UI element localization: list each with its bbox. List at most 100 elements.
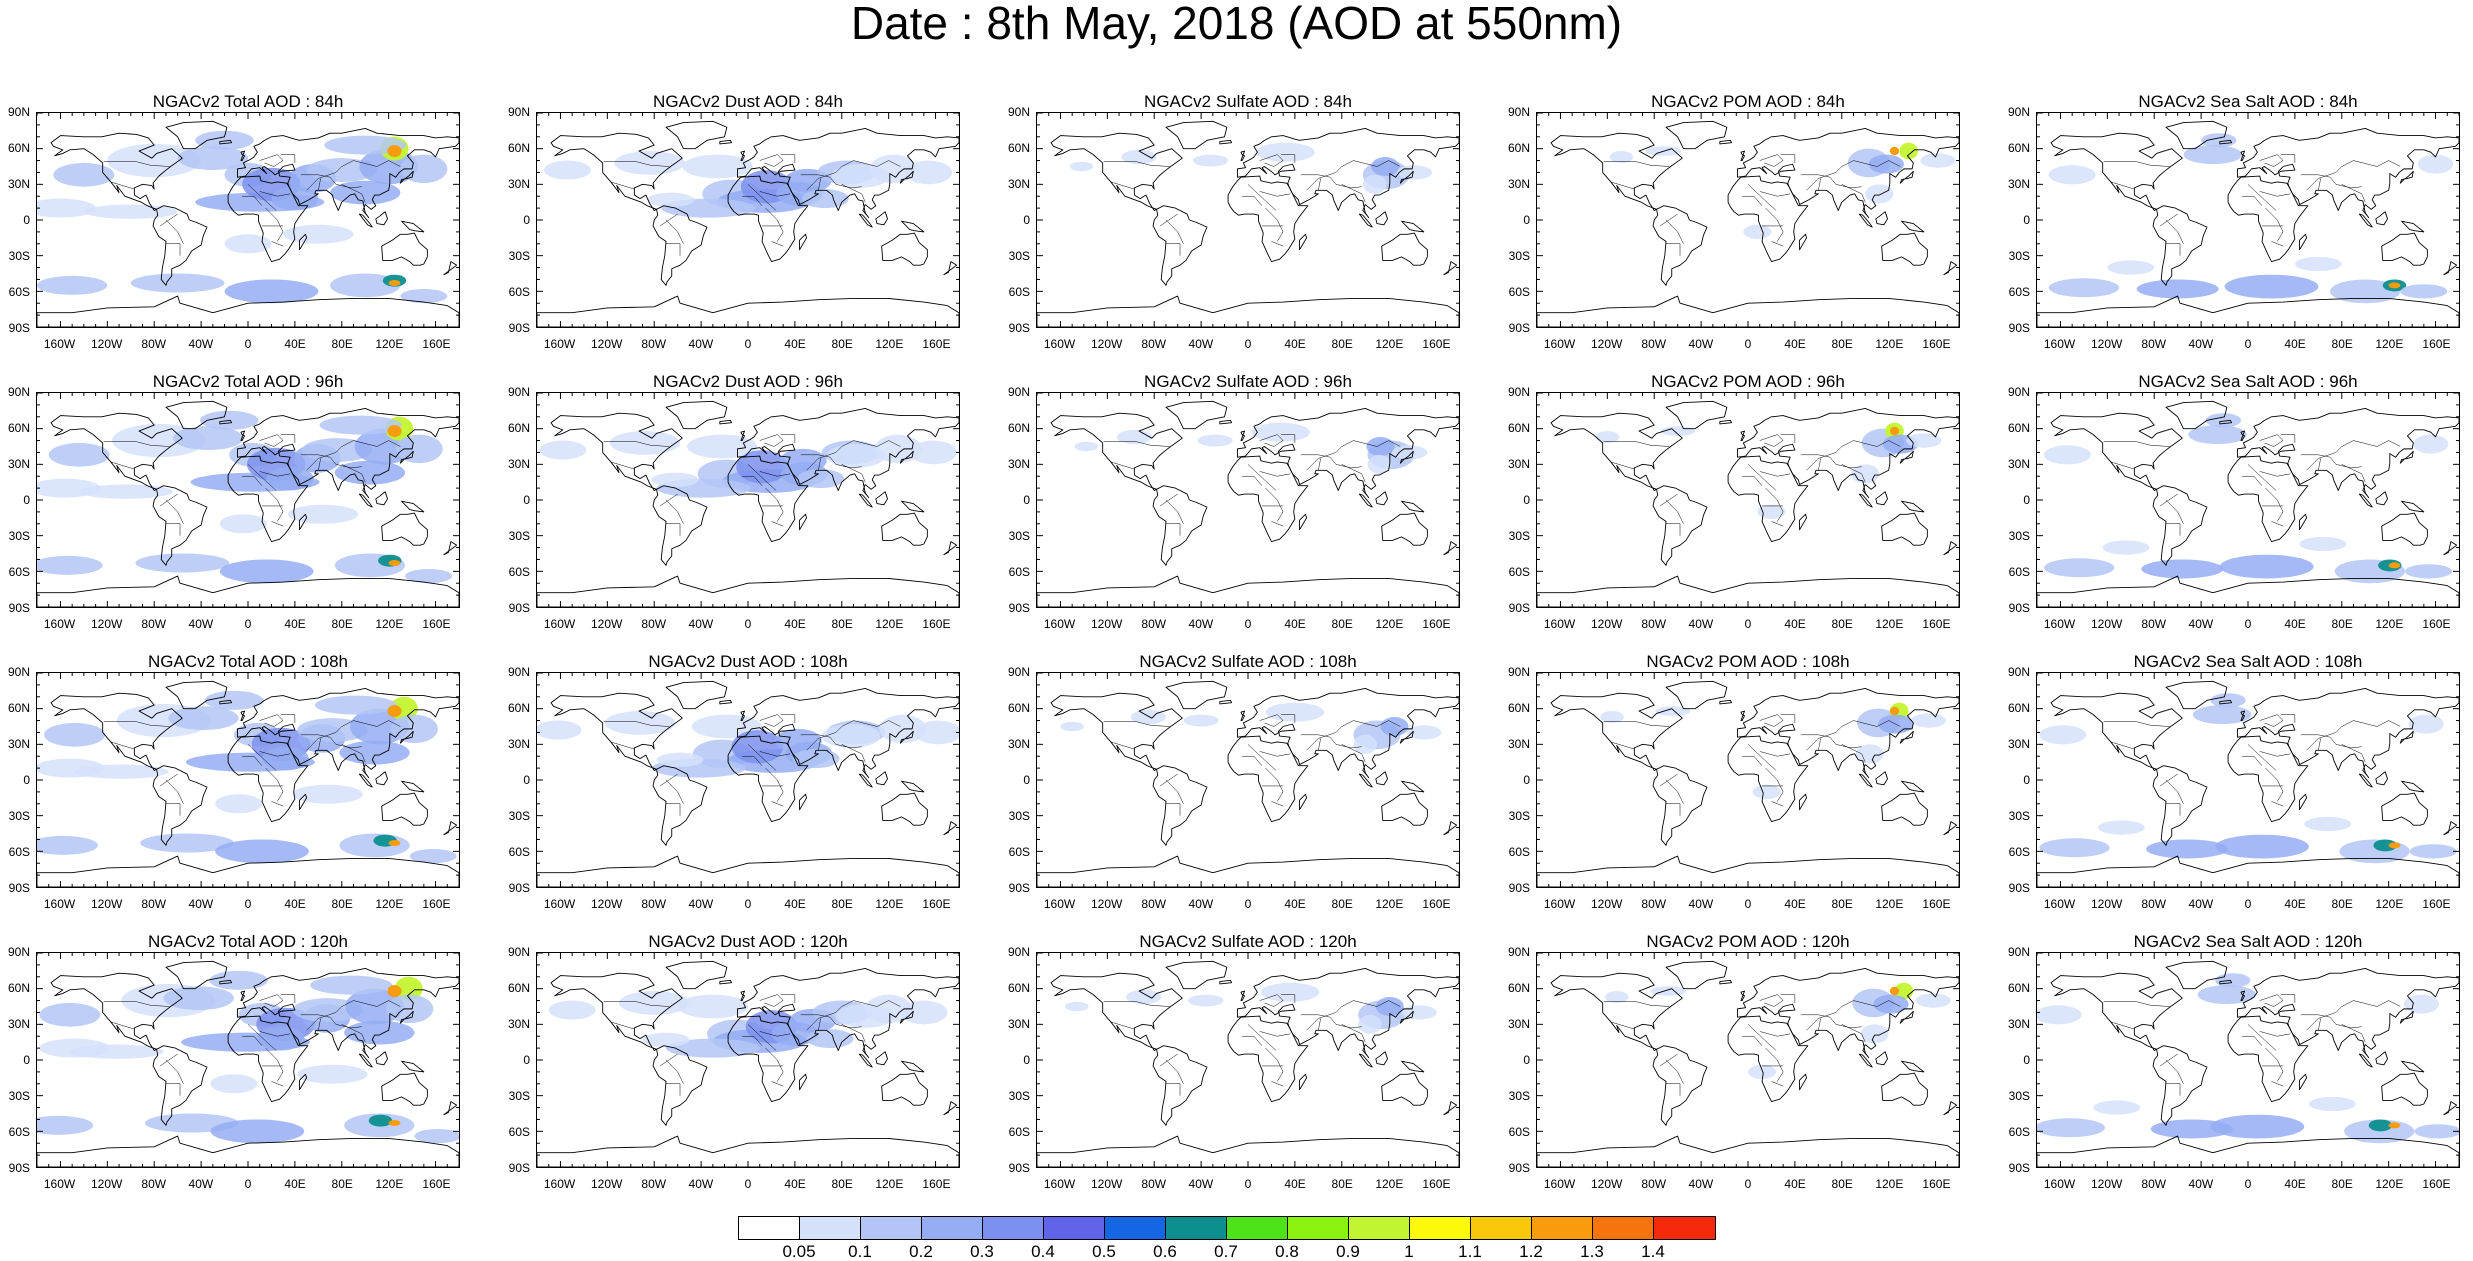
landmass-outline (719, 419, 733, 425)
border-line (1259, 191, 1291, 197)
lon-tick-label: 160E (422, 337, 451, 351)
lat-tick-label: 30S (508, 249, 530, 263)
aod-hotspot (387, 705, 402, 717)
border-line (1659, 213, 1678, 227)
landmass-outline (1537, 295, 1959, 327)
landmass-outline (2401, 780, 2425, 793)
border-line (1659, 1053, 1678, 1067)
map-panel-sulfate-96h: NGACv2 Sulfate AOD : 96h 90N 60N 30N 0 30S 60S… (1000, 372, 1460, 640)
border-line (1280, 154, 1296, 163)
lon-tick-label: 120E (1375, 1177, 1404, 1191)
border-line (747, 744, 777, 771)
aod-blob (266, 466, 314, 491)
border-line (2165, 499, 2184, 524)
aod-blob (619, 991, 690, 1015)
border-line (2280, 434, 2296, 443)
border-line (1759, 154, 1784, 167)
axis-ticks (2037, 673, 2459, 887)
border-line (1841, 744, 1866, 763)
landmass-outline (1652, 205, 1708, 286)
lat-tick-label: 90S (1008, 881, 1030, 895)
map-frame (1036, 112, 1460, 328)
landmass-outline (899, 450, 914, 464)
aod-blob (2224, 274, 2319, 299)
lat-tick-label: 60S (8, 285, 30, 299)
landmass-outline (2240, 990, 2245, 1002)
border-line (1242, 195, 1263, 206)
aod-blob (736, 450, 788, 484)
lat-tick-label: 60N (1507, 701, 1530, 715)
landmass-outline (1737, 128, 1959, 219)
border-line (1665, 803, 1681, 816)
lat-tick-label: 30S (1008, 529, 1030, 543)
aod-blob (204, 690, 264, 710)
lat-tick-label: 90N (1007, 665, 1030, 679)
lon-tick-label: 40E (1284, 897, 1306, 911)
border-line (242, 755, 263, 766)
lon-tick-label: 120E (2375, 897, 2404, 911)
landmass-outline (2037, 575, 2459, 607)
border-line (2110, 1021, 2135, 1030)
landmass-outline (375, 771, 388, 786)
lon-tick-label: 80E (831, 337, 853, 351)
colorbar-label: 0.6 (1153, 1242, 1177, 1261)
border-line (2165, 779, 2184, 804)
country-borders (1603, 154, 1901, 256)
aod-blob (543, 160, 591, 180)
border-line (603, 161, 670, 167)
lat-tick-label: 30S (8, 1089, 30, 1103)
landmass-outline (358, 213, 373, 228)
lon-tick-label: 40W (188, 1177, 214, 1191)
landmass-outline (2401, 1060, 2425, 1073)
lat-tick-label: 90S (2008, 321, 2030, 335)
lon-tick-label: 120W (2090, 617, 2123, 631)
border-line (2259, 1031, 2291, 1037)
landmass-outline (1037, 295, 1459, 327)
landmass-outline (1237, 408, 1459, 499)
aod-blob (1353, 734, 1377, 754)
border-line (300, 174, 362, 189)
lon-tick-label: 160W (1043, 897, 1076, 911)
landmass-outline (299, 233, 308, 251)
aod-blob (1197, 434, 1233, 447)
border-line (1159, 1053, 1178, 1067)
lat-tick-label: 0 (1023, 493, 1030, 507)
border-line (759, 751, 791, 757)
aod-blob (2413, 434, 2449, 454)
panel-title: NGACv2 Sulfate AOD : 96h (1144, 372, 1352, 391)
aod-map (2037, 673, 2459, 887)
border-line (280, 714, 296, 723)
lat-tick-label: 90N (2007, 665, 2030, 679)
aod-blob (909, 440, 957, 465)
aod-blob (262, 746, 310, 771)
landmass-outline (1550, 972, 1683, 1051)
lon-tick-label: 120W (1090, 1177, 1123, 1191)
border-line (659, 493, 678, 507)
lat-tick-label: 90N (507, 385, 530, 399)
landmass-outline (50, 132, 183, 211)
border-line (1110, 741, 1135, 750)
lat-tick-label: 30S (8, 249, 30, 263)
border-line (300, 734, 362, 749)
lon-tick-label: 80W (1641, 337, 1667, 351)
landmass-outline (2227, 735, 2309, 823)
landmass-outline (799, 233, 808, 251)
landmass-outline (1152, 205, 1208, 286)
map-panel-total-96h: NGACv2 Total AOD : 96h 90N 60N 30N 0 30S 60S 90… (0, 372, 460, 640)
aod-blob (1743, 224, 1772, 240)
lat-tick-label: 60S (2008, 1125, 2030, 1139)
landmass-outline (665, 400, 728, 430)
landmass-outline (1152, 1045, 1208, 1126)
border-line (165, 803, 181, 816)
lat-tick-label: 60N (7, 701, 30, 715)
border-line (306, 720, 401, 751)
lat-tick-label: 90N (1507, 385, 1530, 399)
landmass-outline (1740, 990, 1745, 1002)
lon-tick-label: 120W (590, 337, 623, 351)
border-line (2165, 1059, 2184, 1084)
landmass-outline (1152, 765, 1208, 846)
aod-blob (344, 1020, 415, 1045)
landmass-outline (737, 688, 959, 779)
colorbar-swatch (1105, 1217, 1166, 1239)
colorbar-label: 1.4 (1641, 1242, 1665, 1261)
